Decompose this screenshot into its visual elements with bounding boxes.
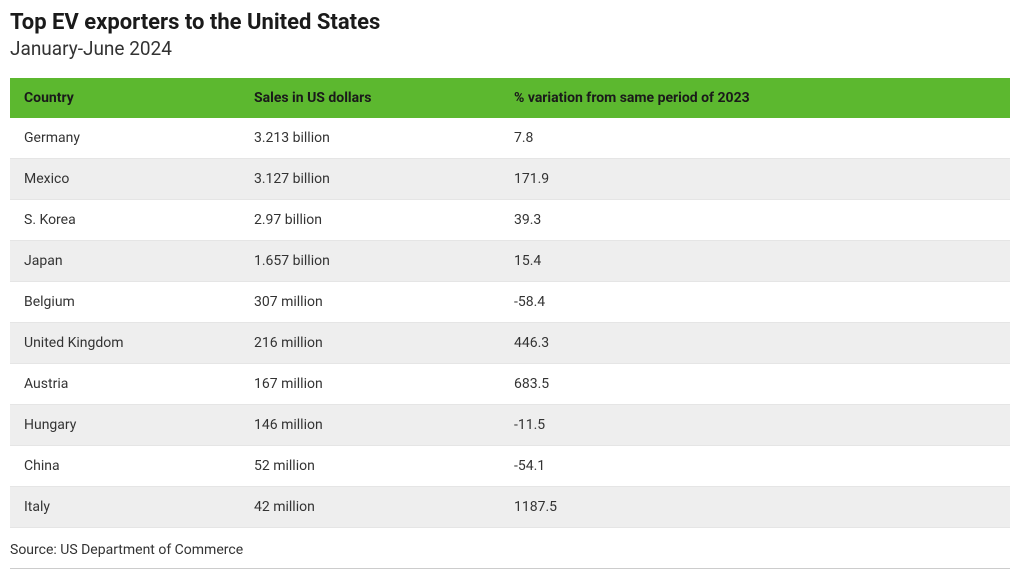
cell-country: Germany — [10, 118, 240, 159]
table-row: United Kingdom 216 million 446.3 — [10, 323, 1010, 364]
cell-variation: 39.3 — [500, 200, 1010, 241]
cell-variation: 1187.5 — [500, 487, 1010, 528]
cell-country: United Kingdom — [10, 323, 240, 364]
column-header-variation: % variation from same period of 2023 — [500, 78, 1010, 118]
cell-country: Japan — [10, 241, 240, 282]
column-header-sales: Sales in US dollars — [240, 78, 500, 118]
cell-variation: 7.8 — [500, 118, 1010, 159]
cell-sales: 3.213 billion — [240, 118, 500, 159]
cell-sales: 3.127 billion — [240, 159, 500, 200]
cell-country: Mexico — [10, 159, 240, 200]
cell-sales: 167 million — [240, 364, 500, 405]
cell-country: Belgium — [10, 282, 240, 323]
page-subtitle: January-June 2024 — [10, 37, 1010, 60]
cell-variation: 446.3 — [500, 323, 1010, 364]
cell-variation: 15.4 — [500, 241, 1010, 282]
table-row: China 52 million -54.1 — [10, 446, 1010, 487]
cell-country: S. Korea — [10, 200, 240, 241]
table-row: Belgium 307 million -58.4 — [10, 282, 1010, 323]
cell-country: China — [10, 446, 240, 487]
page-title: Top EV exporters to the United States — [10, 10, 1010, 35]
cell-country: Italy — [10, 487, 240, 528]
cell-sales: 146 million — [240, 405, 500, 446]
ev-exporters-table: Country Sales in US dollars % variation … — [10, 78, 1010, 528]
cell-sales: 52 million — [240, 446, 500, 487]
cell-country: Austria — [10, 364, 240, 405]
table-header-row: Country Sales in US dollars % variation … — [10, 78, 1010, 118]
column-header-country: Country — [10, 78, 240, 118]
cell-variation: -11.5 — [500, 405, 1010, 446]
cell-sales: 2.97 billion — [240, 200, 500, 241]
table-row: S. Korea 2.97 billion 39.3 — [10, 200, 1010, 241]
table-row: Germany 3.213 billion 7.8 — [10, 118, 1010, 159]
source-attribution: Source: US Department of Commerce — [10, 542, 1010, 569]
table-row: Austria 167 million 683.5 — [10, 364, 1010, 405]
cell-variation: -54.1 — [500, 446, 1010, 487]
cell-sales: 307 million — [240, 282, 500, 323]
cell-sales: 42 million — [240, 487, 500, 528]
table-row: Mexico 3.127 billion 171.9 — [10, 159, 1010, 200]
table-row: Italy 42 million 1187.5 — [10, 487, 1010, 528]
cell-variation: -58.4 — [500, 282, 1010, 323]
cell-variation: 171.9 — [500, 159, 1010, 200]
table-row: Hungary 146 million -11.5 — [10, 405, 1010, 446]
cell-sales: 1.657 billion — [240, 241, 500, 282]
cell-variation: 683.5 — [500, 364, 1010, 405]
table-row: Japan 1.657 billion 15.4 — [10, 241, 1010, 282]
cell-country: Hungary — [10, 405, 240, 446]
cell-sales: 216 million — [240, 323, 500, 364]
